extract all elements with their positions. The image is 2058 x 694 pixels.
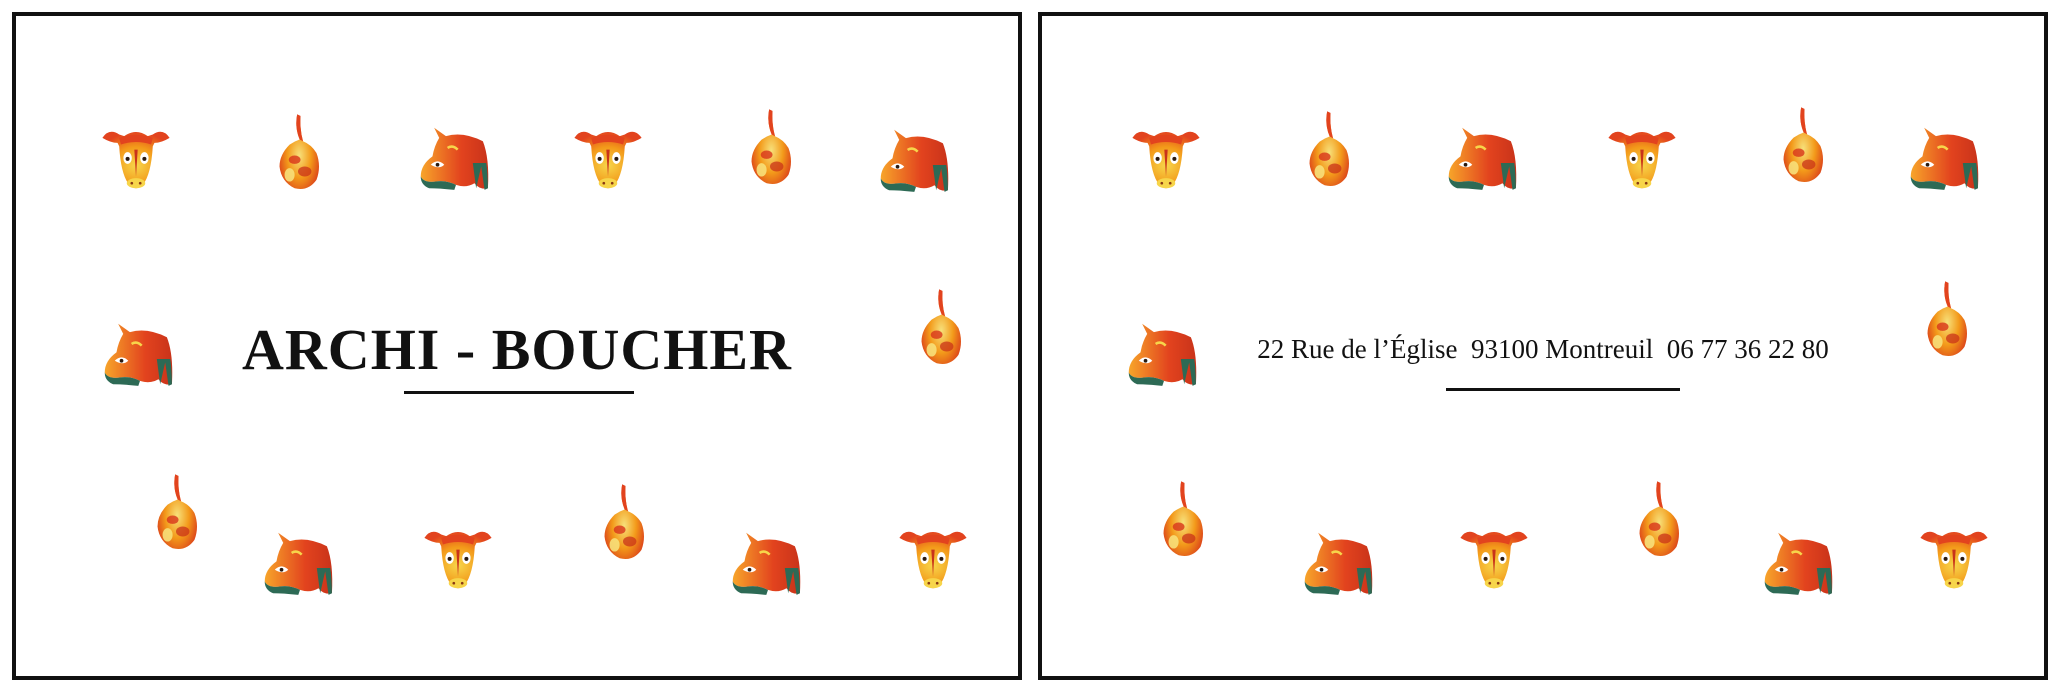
beef-tongue-icon [1616, 478, 1700, 562]
beef-tongue-icon [1286, 108, 1370, 192]
cow-face-icon [416, 516, 500, 600]
cow-profile-icon [1298, 521, 1382, 605]
beef-tongue-icon [1140, 478, 1224, 562]
cow-profile-icon [258, 521, 342, 605]
cow-profile-icon [726, 521, 810, 605]
beef-tongue-icon [581, 481, 665, 565]
cow-face-icon [1600, 116, 1684, 200]
business-card-back: 22 Rue de l’Église 93100 Montreuil 06 77… [1038, 12, 2048, 680]
cow-face-icon [1124, 116, 1208, 200]
cow-profile-icon [1904, 116, 1988, 200]
business-card-front: ARCHI - BOUCHER [12, 12, 1022, 680]
cow-profile-icon [414, 116, 498, 200]
cow-face-icon [566, 116, 650, 200]
cow-face-icon [891, 516, 975, 600]
cow-face-icon [1912, 516, 1996, 600]
beef-tongue-icon [134, 471, 218, 555]
business-title: ARCHI - BOUCHER [242, 317, 792, 382]
beef-tongue-icon [256, 111, 340, 195]
beef-tongue-icon [1760, 104, 1844, 188]
cow-face-icon [94, 116, 178, 200]
cow-face-icon [1452, 516, 1536, 600]
cow-profile-icon [1758, 521, 1842, 605]
cow-profile-icon [1442, 116, 1526, 200]
address-underline [1446, 388, 1680, 391]
contact-address: 22 Rue de l’Église 93100 Montreuil 06 77… [1257, 334, 1829, 364]
cow-profile-icon [874, 118, 958, 202]
beef-tongue-icon [728, 106, 812, 190]
title-underline [404, 391, 634, 394]
